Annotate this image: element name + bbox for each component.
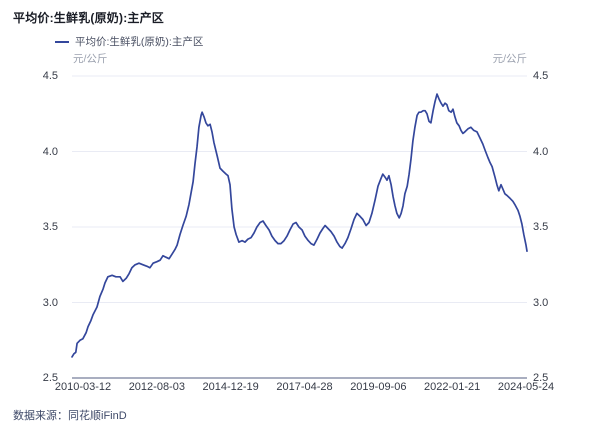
x-tick-label: 2014-12-19 bbox=[202, 381, 259, 393]
y-tick-label-left: 3.0 bbox=[42, 296, 58, 309]
data-source: 数据来源：同花顺iFinD bbox=[13, 410, 127, 422]
y-tick-label-right: 4.0 bbox=[533, 145, 549, 158]
x-tick-label: 2024-05-24 bbox=[497, 381, 555, 393]
y-tick-label-left: 4.0 bbox=[42, 145, 58, 158]
y-tick-label-right: 4.5 bbox=[533, 70, 549, 82]
y-axis-unit-left: 元/公斤 bbox=[73, 53, 108, 65]
x-tick-label: 2019-09-06 bbox=[350, 381, 407, 393]
y-tick-label-right: 3.5 bbox=[533, 221, 549, 233]
x-tick-label: 2010-03-12 bbox=[54, 381, 112, 393]
y-tick-label-left: 2.5 bbox=[42, 372, 58, 384]
y-axis-unit-right: 元/公斤 bbox=[492, 53, 527, 65]
legend: 平均价:生鲜乳(原奶):主产区 bbox=[55, 35, 203, 48]
y-tick-label-left: 3.5 bbox=[42, 221, 58, 233]
price-line-series bbox=[71, 93, 528, 358]
x-tick-label: 2022-01-21 bbox=[424, 381, 481, 393]
x-tick-label: 2017-04-28 bbox=[276, 381, 333, 393]
x-tick-label: 2012-08-03 bbox=[128, 381, 185, 393]
legend-line-swatch-icon bbox=[55, 40, 69, 43]
y-tick-label-right: 3.0 bbox=[533, 296, 549, 309]
y-tick-label-right: 2.5 bbox=[533, 372, 549, 384]
y-tick-label-left: 4.5 bbox=[42, 70, 58, 82]
page-title: 平均价:生鲜乳(原奶):主产区 bbox=[13, 11, 164, 25]
legend-label: 平均价:生鲜乳(原奶):主产区 bbox=[75, 36, 204, 48]
